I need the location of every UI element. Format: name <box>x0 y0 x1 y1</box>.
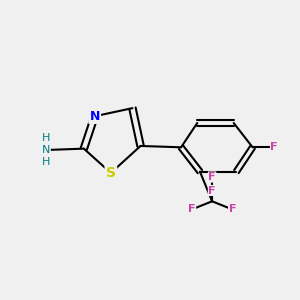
Text: F: F <box>188 204 196 214</box>
Text: F: F <box>208 185 216 196</box>
Text: F: F <box>271 142 278 152</box>
Text: S: S <box>106 166 116 180</box>
Text: H
N
H: H N H <box>42 134 50 166</box>
Text: N: N <box>89 110 100 123</box>
Text: F: F <box>208 172 216 182</box>
Text: F: F <box>229 204 236 214</box>
